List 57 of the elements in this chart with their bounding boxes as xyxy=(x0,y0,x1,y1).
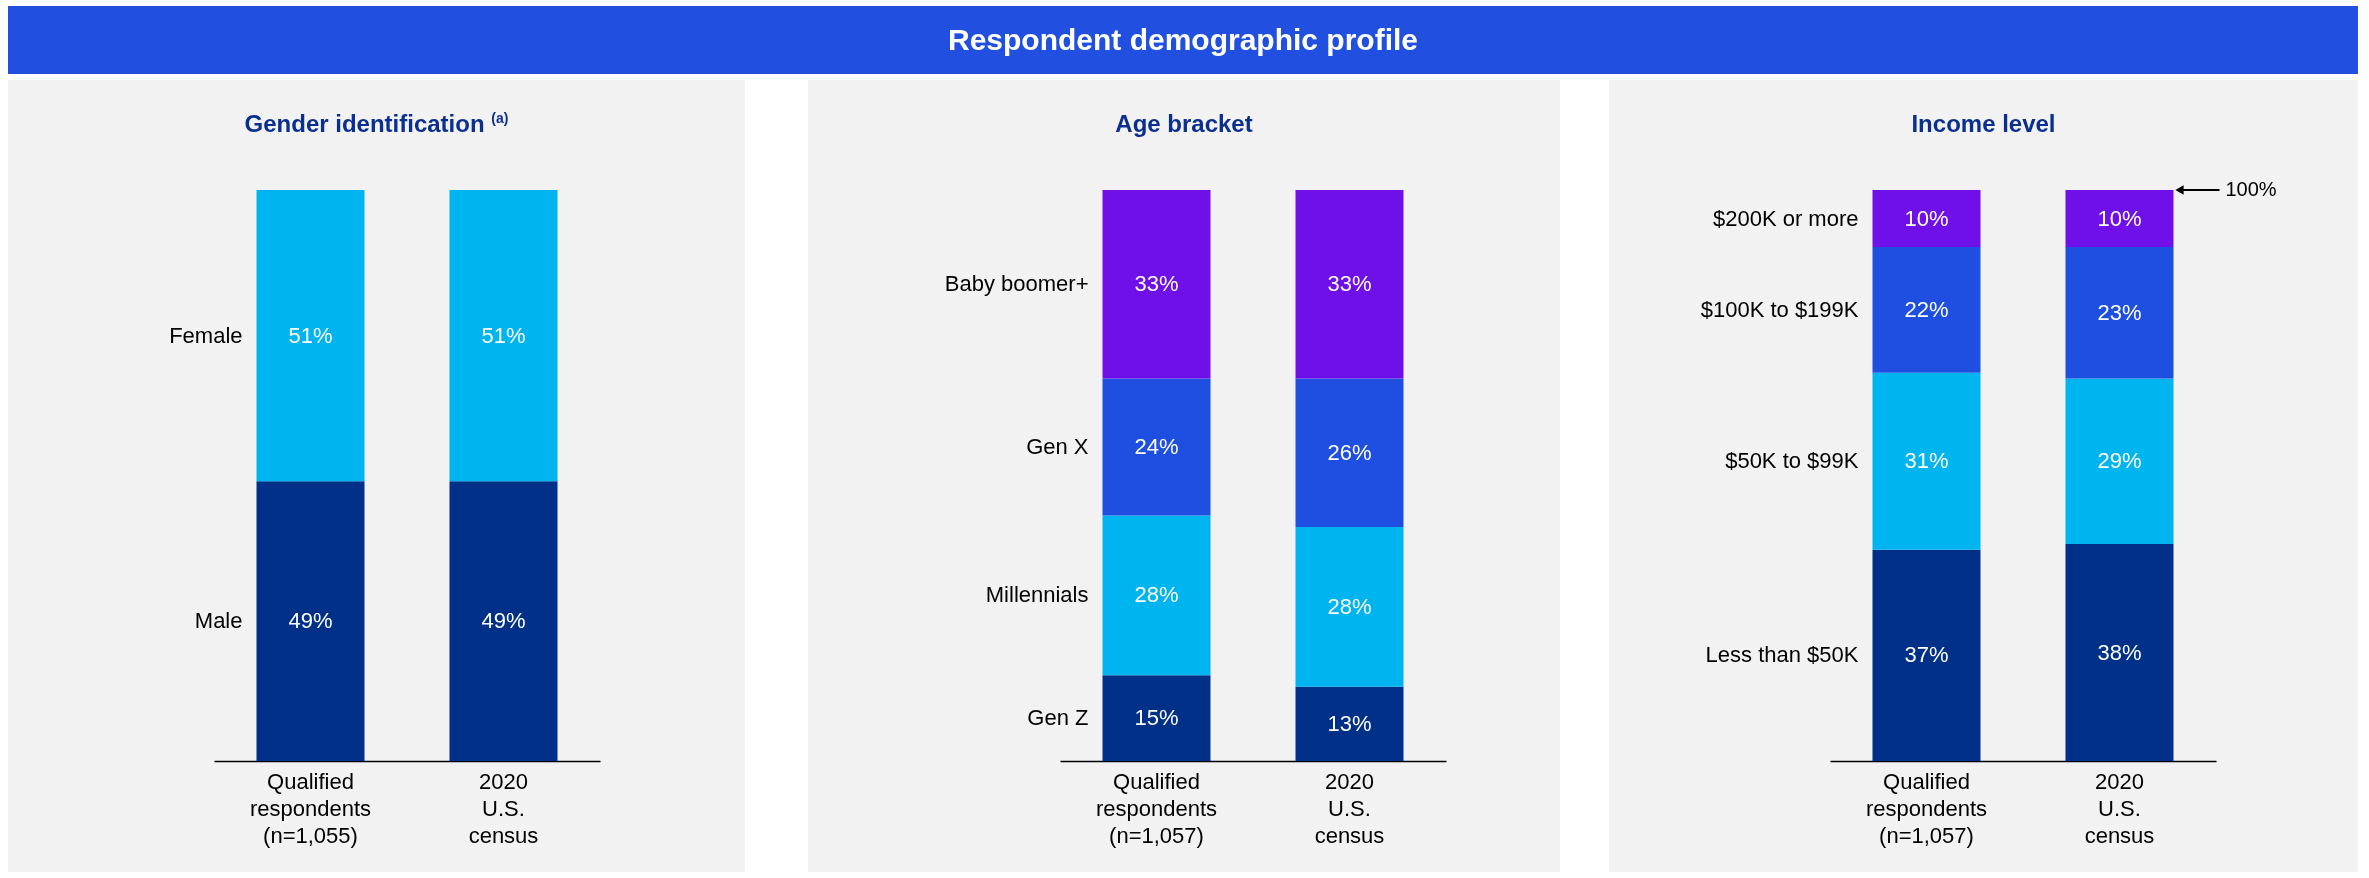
series-label: Baby boomer+ xyxy=(944,271,1089,297)
bar xyxy=(1102,675,1211,761)
series-label: Gen X xyxy=(1026,433,1089,459)
chart-title: Gender identification $^{(a)}$ xyxy=(243,110,510,138)
data-label: 49% xyxy=(288,608,333,634)
data-label: 13% xyxy=(1327,710,1372,736)
bar xyxy=(2065,190,2174,248)
bar xyxy=(1872,190,1981,248)
data-label: 10% xyxy=(2097,205,2142,231)
series-label: $200K or more xyxy=(1712,205,1859,231)
chart-title: Age bracket xyxy=(1114,110,1254,138)
bar xyxy=(1872,372,1981,550)
chart-title: Income level xyxy=(1910,110,2057,138)
series-label: Gen Z xyxy=(1027,705,1089,731)
data-label: 33% xyxy=(1134,271,1179,297)
data-label: 51% xyxy=(288,322,333,348)
data-label: 33% xyxy=(1327,271,1372,297)
data-label: 31% xyxy=(1904,448,1949,474)
bar xyxy=(2065,247,2174,379)
x-tick-label: 2020 U.S. census xyxy=(2084,768,2155,848)
data-label: 49% xyxy=(481,608,526,634)
series-label: Less than $50K xyxy=(1705,642,1859,668)
data-label: 29% xyxy=(2097,448,2142,474)
x-tick-label: 2020 U.S. census xyxy=(1314,768,1385,848)
bar xyxy=(2065,378,2174,545)
x-tick-label: Qualified respondents (n=1,057) xyxy=(1865,768,1988,848)
bar xyxy=(1872,549,1981,761)
x-tick-label: 2020 U.S. census xyxy=(468,768,539,848)
series-label: $50K to $99K xyxy=(1725,448,1859,474)
data-label: 51% xyxy=(481,322,526,348)
bar xyxy=(1295,378,1404,527)
data-label: 26% xyxy=(1327,439,1372,465)
bar xyxy=(1102,515,1211,676)
bar xyxy=(1872,247,1981,373)
bar xyxy=(1295,190,1404,379)
text: 100% xyxy=(2225,178,2277,200)
bar xyxy=(1295,526,1404,687)
bar xyxy=(1102,378,1211,516)
bar xyxy=(2065,544,2174,761)
data-label: 28% xyxy=(1134,582,1179,608)
data-label: 10% xyxy=(1904,205,1949,231)
data-label: 24% xyxy=(1134,433,1179,459)
data-label: 38% xyxy=(2097,639,2142,665)
bar xyxy=(1102,190,1211,379)
data-label: 37% xyxy=(1904,642,1949,668)
data-label: 23% xyxy=(2097,299,2142,325)
text: Respondent demographic profile xyxy=(8,6,2358,74)
series-label: $100K to $199K xyxy=(1700,296,1859,322)
series-label: Millennials xyxy=(985,582,1089,608)
bar xyxy=(1295,686,1404,761)
data-label: 15% xyxy=(1134,705,1179,731)
data-label: 28% xyxy=(1327,593,1372,619)
series-label: Female xyxy=(169,322,243,348)
series-label: Male xyxy=(194,608,243,634)
x-tick-label: Qualified respondents (n=1,055) xyxy=(249,768,372,848)
data-label: 22% xyxy=(1904,296,1949,322)
x-tick-label: Qualified respondents (n=1,057) xyxy=(1095,768,1218,848)
